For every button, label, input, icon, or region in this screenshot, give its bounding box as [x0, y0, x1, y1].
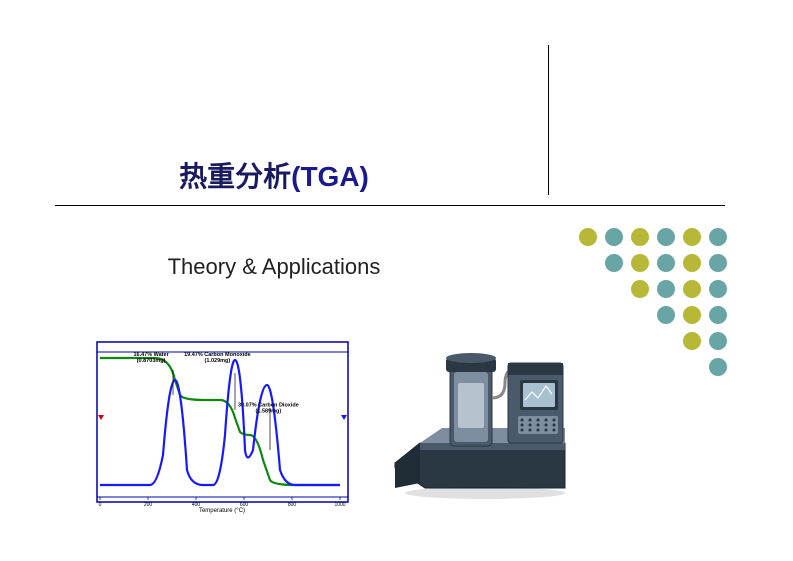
svg-text:1000: 1000: [334, 502, 345, 508]
svg-text:200: 200: [144, 502, 153, 508]
svg-text:(1.589mg): (1.589mg): [256, 409, 282, 415]
svg-text:(0.8703mg): (0.8703mg): [137, 358, 166, 364]
olive-dot: [631, 228, 649, 246]
vertical-divider: [548, 45, 549, 195]
teal-dot: [709, 280, 727, 298]
teal-dot: [709, 228, 727, 246]
olive-dot: [579, 228, 597, 246]
teal-dot: [657, 254, 675, 272]
svg-text:400: 400: [192, 502, 201, 508]
svg-text:(1.029mg): (1.029mg): [205, 358, 231, 364]
teal-dot: [709, 306, 727, 324]
horizontal-divider: [55, 205, 725, 206]
svg-text:800: 800: [288, 502, 297, 508]
tga-chart: 16.47% Water(0.8703mg)19.47% Carbon Mono…: [95, 340, 350, 515]
olive-dot: [631, 280, 649, 298]
olive-dot: [683, 254, 701, 272]
teal-dot: [657, 228, 675, 246]
svg-text:Temperature (°C): Temperature (°C): [199, 508, 245, 514]
olive-dot: [631, 254, 649, 272]
teal-dot: [709, 358, 727, 376]
olive-dot: [683, 306, 701, 324]
subtitle: Theory & Applications: [0, 254, 548, 280]
olive-dot: [683, 332, 701, 350]
teal-dot: [605, 228, 623, 246]
olive-dot: [683, 280, 701, 298]
teal-dot: [657, 280, 675, 298]
olive-dot: [683, 228, 701, 246]
teal-dot: [709, 254, 727, 272]
title-chinese: 热重分析: [179, 161, 291, 192]
svg-text:0: 0: [99, 502, 102, 508]
teal-dot: [657, 306, 675, 324]
teal-dot: [605, 254, 623, 272]
svg-text:600: 600: [240, 502, 249, 508]
teal-dot: [709, 332, 727, 350]
tga-instrument-illustration: [390, 328, 575, 503]
title-english: (TGA): [291, 161, 369, 192]
page-title: 热重分析(TGA): [0, 155, 548, 195]
decorative-dot-grid: [575, 224, 731, 380]
